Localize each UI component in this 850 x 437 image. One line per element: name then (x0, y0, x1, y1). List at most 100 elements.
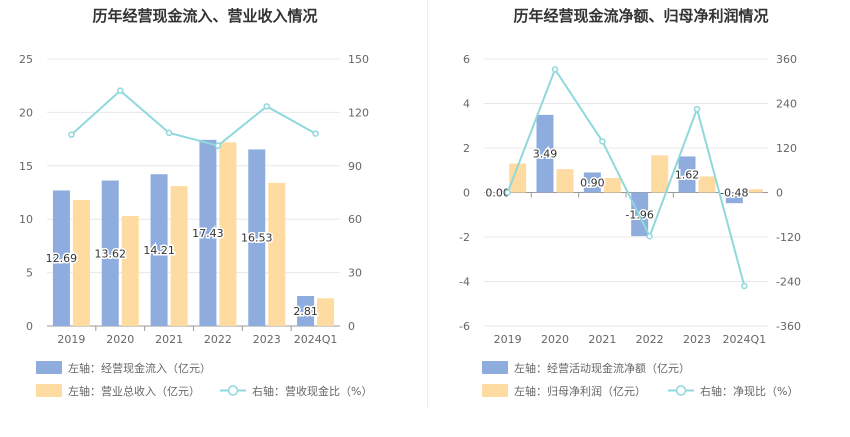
left-axis-tick-label: 2 (463, 142, 470, 155)
data-label: 2.81 (293, 305, 318, 318)
ratio-point (693, 105, 701, 113)
right-axis-tick-label: -360 (776, 320, 801, 333)
bar-secondary (698, 176, 716, 193)
legend-swatch (36, 384, 62, 397)
left-axis-tick-label: 0 (26, 320, 33, 333)
legend-label: 左轴：经营活动现金流净额（亿元） (514, 361, 690, 375)
ratio-point (263, 103, 270, 110)
data-label: 1.62 (675, 168, 700, 181)
data-label: 13.62 (95, 247, 127, 260)
x-axis-tick-label: 2022 (204, 333, 232, 346)
bar-secondary (745, 189, 763, 193)
right-axis-tick-label: 360 (776, 53, 797, 66)
bar-secondary (170, 186, 188, 326)
bar-secondary (219, 142, 237, 326)
legend-label: 左轴：营业总收入（亿元） (68, 384, 200, 398)
x-axis-tick-label: 2019 (494, 333, 522, 346)
left-axis-tick-label: 5 (26, 267, 33, 280)
right-axis-tick-label: 120 (348, 106, 369, 119)
x-axis-tick-label: 2020 (541, 333, 569, 346)
bar-primary (678, 156, 696, 193)
left-axis-tick-label: -2 (459, 231, 470, 244)
ratio-point (551, 66, 559, 73)
bar-primary (248, 149, 266, 326)
bar-secondary (317, 298, 335, 326)
data-label: 0.90 (580, 176, 605, 189)
x-axis-tick-label: 2022 (636, 333, 664, 346)
x-axis-tick-label: 2024Q1 (294, 333, 338, 346)
bar-primary (199, 139, 217, 326)
ratio-point (68, 131, 75, 138)
bar-primary (536, 114, 554, 193)
bar-secondary (72, 199, 90, 326)
ratio-point (312, 130, 319, 137)
x-axis-tick-label: 2021 (155, 333, 183, 346)
left-axis-tick-label: 10 (19, 213, 33, 226)
legend-label: 右轴：营收现金比（%） (252, 384, 372, 398)
right-axis-tick-label: 120 (776, 142, 797, 155)
bar-secondary (603, 178, 621, 193)
data-label: -0.48 (720, 187, 748, 200)
ratio-line (506, 67, 746, 287)
data-label: 12.69 (46, 252, 78, 265)
bar-secondary (651, 155, 669, 193)
bar-secondary (509, 163, 527, 193)
chart-title: 历年经营现金流净额、归母净利润情况 (513, 7, 768, 25)
legend-label: 右轴：净现比（%） (700, 384, 798, 398)
ratio-point (599, 138, 606, 145)
x-axis-tick-label: 2019 (57, 333, 85, 346)
legend-label: 左轴：归母净利润（亿元） (514, 384, 646, 398)
bar-secondary (268, 182, 286, 326)
left-axis-tick-label: 0 (463, 187, 470, 200)
bar-primary (297, 295, 315, 326)
left-axis-tick-label: 15 (19, 160, 33, 173)
right-axis-tick-label: 30 (348, 267, 362, 280)
bar-primary (101, 180, 119, 326)
right-axis-tick-label: 150 (348, 53, 369, 66)
x-axis-tick-label: 2021 (588, 333, 616, 346)
bar-primary (150, 174, 168, 326)
left-axis-tick-label: -6 (459, 320, 470, 333)
bar-primary (583, 172, 601, 193)
x-axis-tick-label: 2023 (253, 333, 281, 346)
legend-swatch (482, 361, 508, 374)
right-axis-tick-label: -240 (776, 276, 801, 289)
right-axis-tick-label: 60 (348, 213, 362, 226)
right-axis-tick-label: 90 (348, 160, 362, 173)
chart-title: 历年经营现金流入、营业收入情况 (92, 7, 317, 25)
legend-line-marker (227, 385, 239, 396)
ratio-point (741, 282, 748, 290)
chart-left: 历年经营现金流入、营业收入情况 0 5 10 15 20 25 0 30 60 90 120 150 20… (19, 7, 372, 398)
legend-line-marker (675, 385, 687, 396)
ratio-line (70, 89, 317, 147)
ratio-point (646, 233, 653, 240)
left-axis-tick-label: 25 (19, 53, 33, 66)
ratio-point (117, 87, 124, 94)
ratio-point (504, 189, 511, 196)
right-axis-tick-label: 0 (348, 320, 355, 333)
x-axis-tick-label: 2020 (106, 333, 134, 346)
data-label: 3.49 (533, 148, 558, 161)
data-label: 16.53 (241, 232, 273, 245)
ratio-point (165, 129, 173, 137)
bar-primary (725, 192, 743, 204)
right-axis-tick-label: -120 (776, 231, 801, 244)
left-axis-tick-label: -4 (459, 276, 470, 289)
x-axis-tick-label: 2023 (683, 333, 711, 346)
data-label: 0.00 (485, 187, 510, 200)
data-label: 17.43 (192, 227, 224, 240)
bar-primary (52, 190, 70, 326)
right-axis-tick-label: 240 (776, 98, 797, 111)
bar-secondary (556, 169, 574, 193)
panel-divider (427, 0, 428, 408)
x-axis-tick-label: 2024Q1 (723, 333, 767, 346)
left-axis-tick-label: 20 (19, 106, 33, 119)
data-label: 14.21 (143, 244, 175, 257)
left-axis-tick-label: 6 (463, 53, 470, 66)
left-axis-tick-label: 4 (463, 98, 470, 111)
right-axis-tick-label: 0 (776, 187, 783, 200)
legend-label: 左轴：经营现金流入（亿元） (68, 361, 211, 375)
legend-swatch (482, 384, 508, 397)
